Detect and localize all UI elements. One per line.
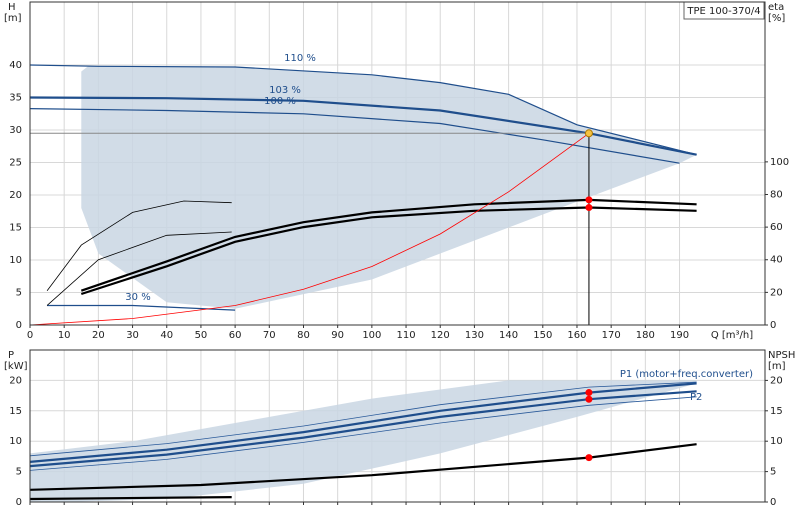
- series-label: P2: [690, 392, 702, 403]
- duty-point: [585, 454, 593, 462]
- y2-tick-label: 60: [770, 222, 783, 233]
- y-tick-label: 20: [9, 190, 22, 201]
- y2-tick-label: 0: [770, 497, 776, 508]
- curve: [29, 96, 697, 156]
- series-label: 110 %: [284, 53, 316, 64]
- y-unit: [m]: [4, 13, 22, 24]
- duty-point: [585, 395, 593, 403]
- curve: [29, 496, 232, 501]
- y2-tick-label: 10: [770, 436, 783, 447]
- y-tick-label: 15: [9, 223, 22, 234]
- y2-label: eta: [768, 2, 784, 13]
- duty-point: [585, 389, 593, 397]
- y2-tick-label: 20: [770, 287, 783, 298]
- x-tick-label: 140: [499, 330, 518, 341]
- operating-range: [30, 380, 697, 502]
- y-label: P: [8, 350, 14, 361]
- x-tick-label: 80: [297, 330, 310, 341]
- x-tick-label: 30: [126, 330, 139, 341]
- chart-title: TPE 100-370/4: [686, 6, 760, 17]
- y2-tick-label: 40: [770, 255, 783, 266]
- x-label: Q [m³/h]: [711, 330, 753, 341]
- y-tick-label: 25: [9, 158, 22, 169]
- x-tick-label: 150: [533, 330, 552, 341]
- x-tick-label: 110: [396, 330, 415, 341]
- y2-unit: [m]: [768, 361, 786, 372]
- curve: [29, 132, 590, 326]
- curve: [47, 304, 236, 311]
- x-tick-label: 170: [602, 330, 621, 341]
- y-tick-label: 35: [9, 93, 22, 104]
- y-tick-label: 10: [9, 255, 22, 266]
- curve: [29, 390, 697, 468]
- y-unit: [kW]: [4, 361, 28, 372]
- y-tick-label: 0: [16, 497, 22, 508]
- y2-tick-label: 80: [770, 189, 783, 200]
- curve: [29, 108, 680, 164]
- x-tick-label: 20: [92, 330, 105, 341]
- curve: [29, 396, 697, 471]
- y-tick-label: 20: [9, 375, 22, 386]
- curve: [80, 198, 697, 292]
- y-tick-label: 0: [16, 320, 22, 331]
- y-tick-label: 5: [16, 467, 22, 478]
- plot-frame: [29, 1, 766, 326]
- duty-point: [585, 204, 593, 212]
- y-tick-label: 40: [9, 60, 22, 71]
- y-label: H: [8, 2, 16, 13]
- x-tick-label: 160: [567, 330, 586, 341]
- y2-tick-label: 5: [770, 467, 776, 478]
- x-tick-label: 70: [263, 330, 276, 341]
- plot-frame: [29, 349, 766, 503]
- series-label: P1 (motor+freq.converter): [620, 369, 753, 380]
- x-tick-label: 130: [465, 330, 484, 341]
- x-tick-label: 190: [670, 330, 689, 341]
- y-tick-label: 15: [9, 406, 22, 417]
- y-tick-label: 5: [16, 288, 22, 299]
- x-tick-label: 120: [431, 330, 450, 341]
- series-label: 30 %: [125, 292, 150, 303]
- curve: [29, 382, 697, 463]
- y2-tick-label: 100: [770, 157, 789, 168]
- duty-point: [585, 196, 593, 204]
- x-tick-label: 180: [636, 330, 655, 341]
- curve: [80, 206, 697, 296]
- series-label: 100 %: [264, 96, 296, 107]
- y2-tick-label: 0: [770, 320, 776, 331]
- series-label: 103 %: [269, 85, 301, 96]
- curve: [46, 231, 232, 306]
- x-tick-label: 10: [58, 330, 71, 341]
- x-tick-label: 50: [195, 330, 208, 341]
- y2-tick-label: 15: [770, 406, 783, 417]
- curve: [29, 443, 697, 491]
- x-tick-label: 90: [331, 330, 344, 341]
- x-tick-label: 100: [362, 330, 381, 341]
- curve: [46, 200, 232, 291]
- curve: [29, 64, 697, 156]
- duty-point: [584, 129, 593, 138]
- curve: [29, 381, 697, 457]
- x-tick-label: 0: [27, 330, 33, 341]
- y-tick-label: 30: [9, 125, 22, 136]
- y2-label: NPSH: [768, 350, 795, 361]
- y-tick-label: 10: [9, 436, 22, 447]
- x-tick-label: 60: [229, 330, 242, 341]
- y2-tick-label: 20: [770, 375, 783, 386]
- y2-unit: [%]: [768, 13, 785, 24]
- x-tick-label: 40: [160, 330, 173, 341]
